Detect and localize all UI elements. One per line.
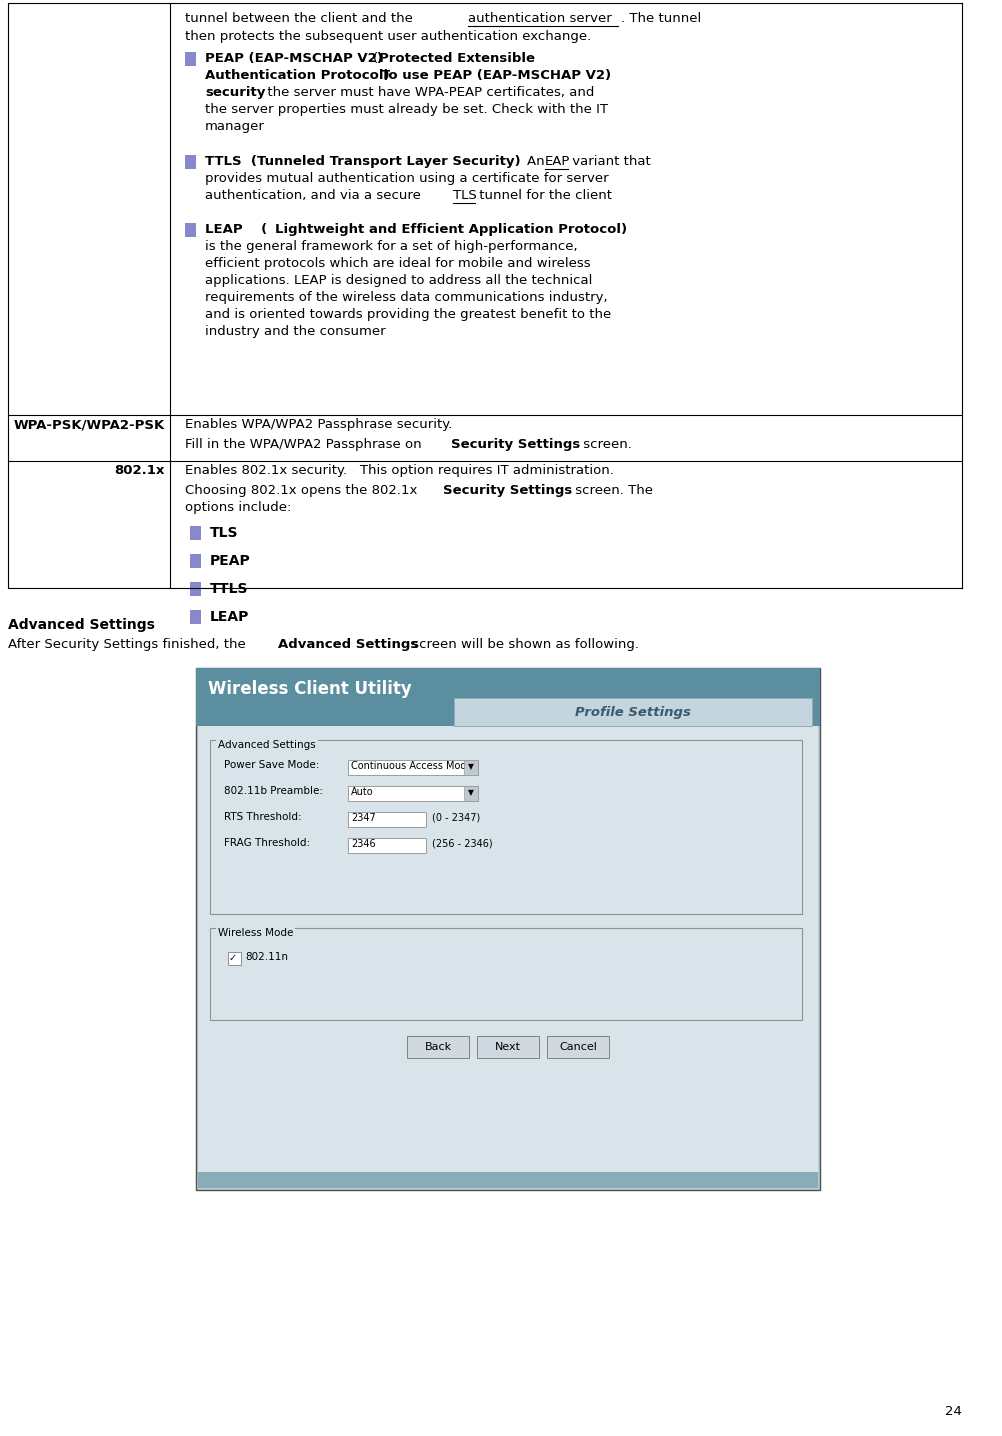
Bar	[546, 1035, 608, 1058]
Text: ▼: ▼	[468, 788, 474, 797]
Text: An: An	[526, 155, 548, 168]
Text: Security Settings: Security Settings	[451, 438, 580, 451]
Text: Profile Settings: Profile Settings	[574, 705, 690, 718]
Text: Wireless Mode: Wireless Mode	[217, 928, 293, 938]
Text: screen.: screen.	[578, 438, 631, 451]
Bar	[348, 760, 478, 775]
Bar	[209, 928, 802, 1020]
Text: Protected Extensible: Protected Extensible	[379, 52, 534, 65]
Text: efficient protocols which are ideal for mobile and wireless: efficient protocols which are ideal for …	[204, 257, 590, 270]
Text: EAP: EAP	[544, 155, 570, 168]
Text: options include:: options include:	[184, 501, 292, 514]
Text: manager: manager	[204, 121, 265, 134]
Text: screen will be shown as following.: screen will be shown as following.	[408, 638, 638, 651]
Text: TTLS: TTLS	[209, 582, 248, 596]
Text: Choosing 802.1x opens the 802.1x: Choosing 802.1x opens the 802.1x	[184, 484, 421, 497]
Text: the server properties must already be set. Check with the IT: the server properties must already be se…	[204, 103, 607, 116]
Text: applications. LEAP is designed to address all the technical: applications. LEAP is designed to addres…	[204, 274, 592, 287]
Bar	[189, 610, 200, 625]
Text: ✓: ✓	[228, 954, 236, 964]
Bar	[189, 582, 200, 596]
Text: 24: 24	[944, 1404, 961, 1417]
Text: Wireless Client Utility: Wireless Client Utility	[207, 681, 412, 698]
Bar	[184, 223, 195, 237]
Text: Next: Next	[495, 1043, 520, 1053]
Bar	[464, 760, 478, 775]
Text: LEAP: LEAP	[209, 610, 249, 625]
Text: 2347: 2347	[351, 813, 376, 823]
Text: TLS: TLS	[453, 190, 476, 202]
Text: tunnel between the client and the: tunnel between the client and the	[184, 11, 417, 24]
Bar	[197, 727, 818, 1188]
Text: Back: Back	[424, 1043, 451, 1053]
Bar	[407, 1035, 469, 1058]
Text: requirements of the wireless data communications industry,: requirements of the wireless data commun…	[204, 292, 607, 304]
Text: RTS Threshold:: RTS Threshold:	[223, 811, 302, 821]
Text: screen. The: screen. The	[570, 484, 652, 497]
Bar	[184, 52, 195, 66]
Text: is the general framework for a set of high-performance,: is the general framework for a set of hi…	[204, 240, 577, 253]
Text: Advanced Settings: Advanced Settings	[217, 740, 316, 750]
Bar	[189, 554, 200, 569]
Bar	[348, 811, 426, 827]
Text: (256 - 2346): (256 - 2346)	[432, 839, 492, 849]
Text: Lightweight and Efficient Application Protocol): Lightweight and Efficient Application Pr…	[275, 223, 626, 236]
Text: 802.11b Preamble:: 802.11b Preamble:	[223, 785, 323, 796]
Text: industry and the consumer: industry and the consumer	[204, 325, 385, 337]
Text: PEAP: PEAP	[209, 554, 250, 569]
Bar	[189, 526, 200, 540]
Text: , the server must have WPA-PEAP certificates, and: , the server must have WPA-PEAP certific…	[259, 86, 594, 99]
Text: After Security Settings finished, the: After Security Settings finished, the	[8, 638, 249, 651]
Text: provides mutual authentication using a certificate for server: provides mutual authentication using a c…	[204, 172, 608, 185]
Text: (0 - 2347): (0 - 2347)	[432, 813, 480, 823]
Text: . The tunnel: . The tunnel	[620, 11, 700, 24]
Bar	[197, 1172, 818, 1188]
Text: WPA-PSK/WPA2-PSK: WPA-PSK/WPA2-PSK	[14, 418, 165, 431]
Text: authentication, and via a secure: authentication, and via a secure	[204, 190, 425, 202]
Text: 2346: 2346	[351, 839, 376, 849]
Text: Authentication Protocol): Authentication Protocol)	[204, 69, 389, 82]
Text: 802.11n: 802.11n	[244, 952, 288, 962]
Text: TLS: TLS	[209, 526, 238, 540]
Text: security: security	[204, 86, 266, 99]
Text: Enables 802.1x security.   This option requires IT administration.: Enables 802.1x security. This option req…	[184, 464, 613, 477]
Text: Auto: Auto	[351, 787, 374, 797]
Text: authentication server: authentication server	[468, 11, 611, 24]
Bar	[477, 1035, 538, 1058]
Text: tunnel for the client: tunnel for the client	[475, 190, 611, 202]
Text: Continuous Access Mode: Continuous Access Mode	[351, 761, 472, 771]
Bar	[348, 839, 426, 853]
Bar	[195, 668, 820, 727]
Text: Advanced Settings: Advanced Settings	[278, 638, 418, 651]
Text: FRAG Threshold:: FRAG Threshold:	[223, 839, 310, 849]
Text: Advanced Settings: Advanced Settings	[8, 617, 154, 632]
Text: (: (	[373, 52, 378, 65]
Bar	[209, 740, 802, 913]
Text: then protects the subsequent user authentication exchange.: then protects the subsequent user authen…	[184, 30, 590, 43]
Text: Fill in the WPA/WPA2 Passphrase on: Fill in the WPA/WPA2 Passphrase on	[184, 438, 426, 451]
Text: LEAP    (: LEAP (	[204, 223, 267, 236]
Text: Security Settings: Security Settings	[443, 484, 572, 497]
Text: Power Save Mode:: Power Save Mode:	[223, 760, 319, 770]
Text: ▼: ▼	[468, 763, 474, 771]
Text: To use PEAP (EAP-MSCHAP V2): To use PEAP (EAP-MSCHAP V2)	[381, 69, 610, 82]
Text: 802.1x: 802.1x	[114, 464, 165, 477]
Text: PEAP (EAP-MSCHAP V2): PEAP (EAP-MSCHAP V2)	[204, 52, 387, 65]
Text: variant that: variant that	[567, 155, 650, 168]
Bar	[184, 155, 195, 169]
Bar	[348, 785, 478, 801]
Bar	[454, 698, 812, 727]
Text: Enables WPA/WPA2 Passphrase security.: Enables WPA/WPA2 Passphrase security.	[184, 418, 452, 431]
Text: TTLS  (Tunneled Transport Layer Security): TTLS (Tunneled Transport Layer Security)	[204, 155, 525, 168]
Text: Cancel: Cancel	[558, 1043, 596, 1053]
Text: and is oriented towards providing the greatest benefit to the: and is oriented towards providing the gr…	[204, 307, 610, 322]
Bar	[195, 668, 820, 1190]
Bar	[227, 952, 240, 965]
Bar	[464, 785, 478, 801]
